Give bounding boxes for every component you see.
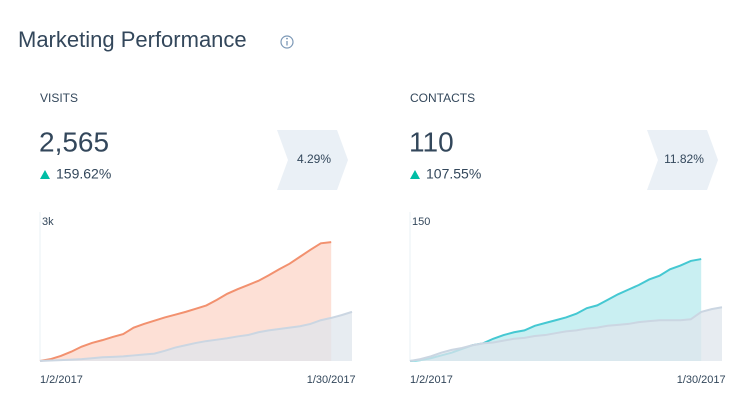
conversion-chevron bbox=[277, 130, 348, 190]
conversion-rate: 11.82% bbox=[664, 152, 704, 166]
metric-value: 2,565 bbox=[39, 126, 109, 157]
title: Marketing Performance bbox=[18, 27, 247, 52]
y-tick-label: 3k bbox=[42, 216, 54, 228]
up-arrow bbox=[40, 170, 50, 179]
metric-change: 107.55% bbox=[426, 166, 481, 182]
metric-change: 159.62% bbox=[56, 166, 111, 182]
area-fill bbox=[410, 307, 722, 361]
x-tick-label: 1/2/2017 bbox=[40, 374, 83, 386]
y-tick-label: 150 bbox=[412, 216, 430, 228]
up-arrow bbox=[410, 170, 420, 179]
area-line bbox=[39, 241, 332, 362]
metric-value: 110 bbox=[409, 126, 454, 157]
info-icon[interactable] bbox=[280, 35, 294, 49]
area-fill bbox=[40, 311, 352, 361]
metric-label: VISITS bbox=[40, 91, 78, 105]
area-line bbox=[409, 306, 723, 362]
conversion-chevron bbox=[647, 130, 718, 190]
conversion-rate: 4.29% bbox=[297, 152, 331, 166]
info-circle bbox=[280, 35, 294, 49]
info-dot bbox=[286, 37, 288, 40]
metric-label: CONTACTS bbox=[410, 91, 475, 105]
x-tick-label: 1/30/2017 bbox=[677, 374, 726, 386]
x-tick-label: 1/2/2017 bbox=[410, 374, 453, 386]
x-tick-label: 1/30/2017 bbox=[307, 374, 356, 386]
area-line bbox=[39, 310, 353, 362]
